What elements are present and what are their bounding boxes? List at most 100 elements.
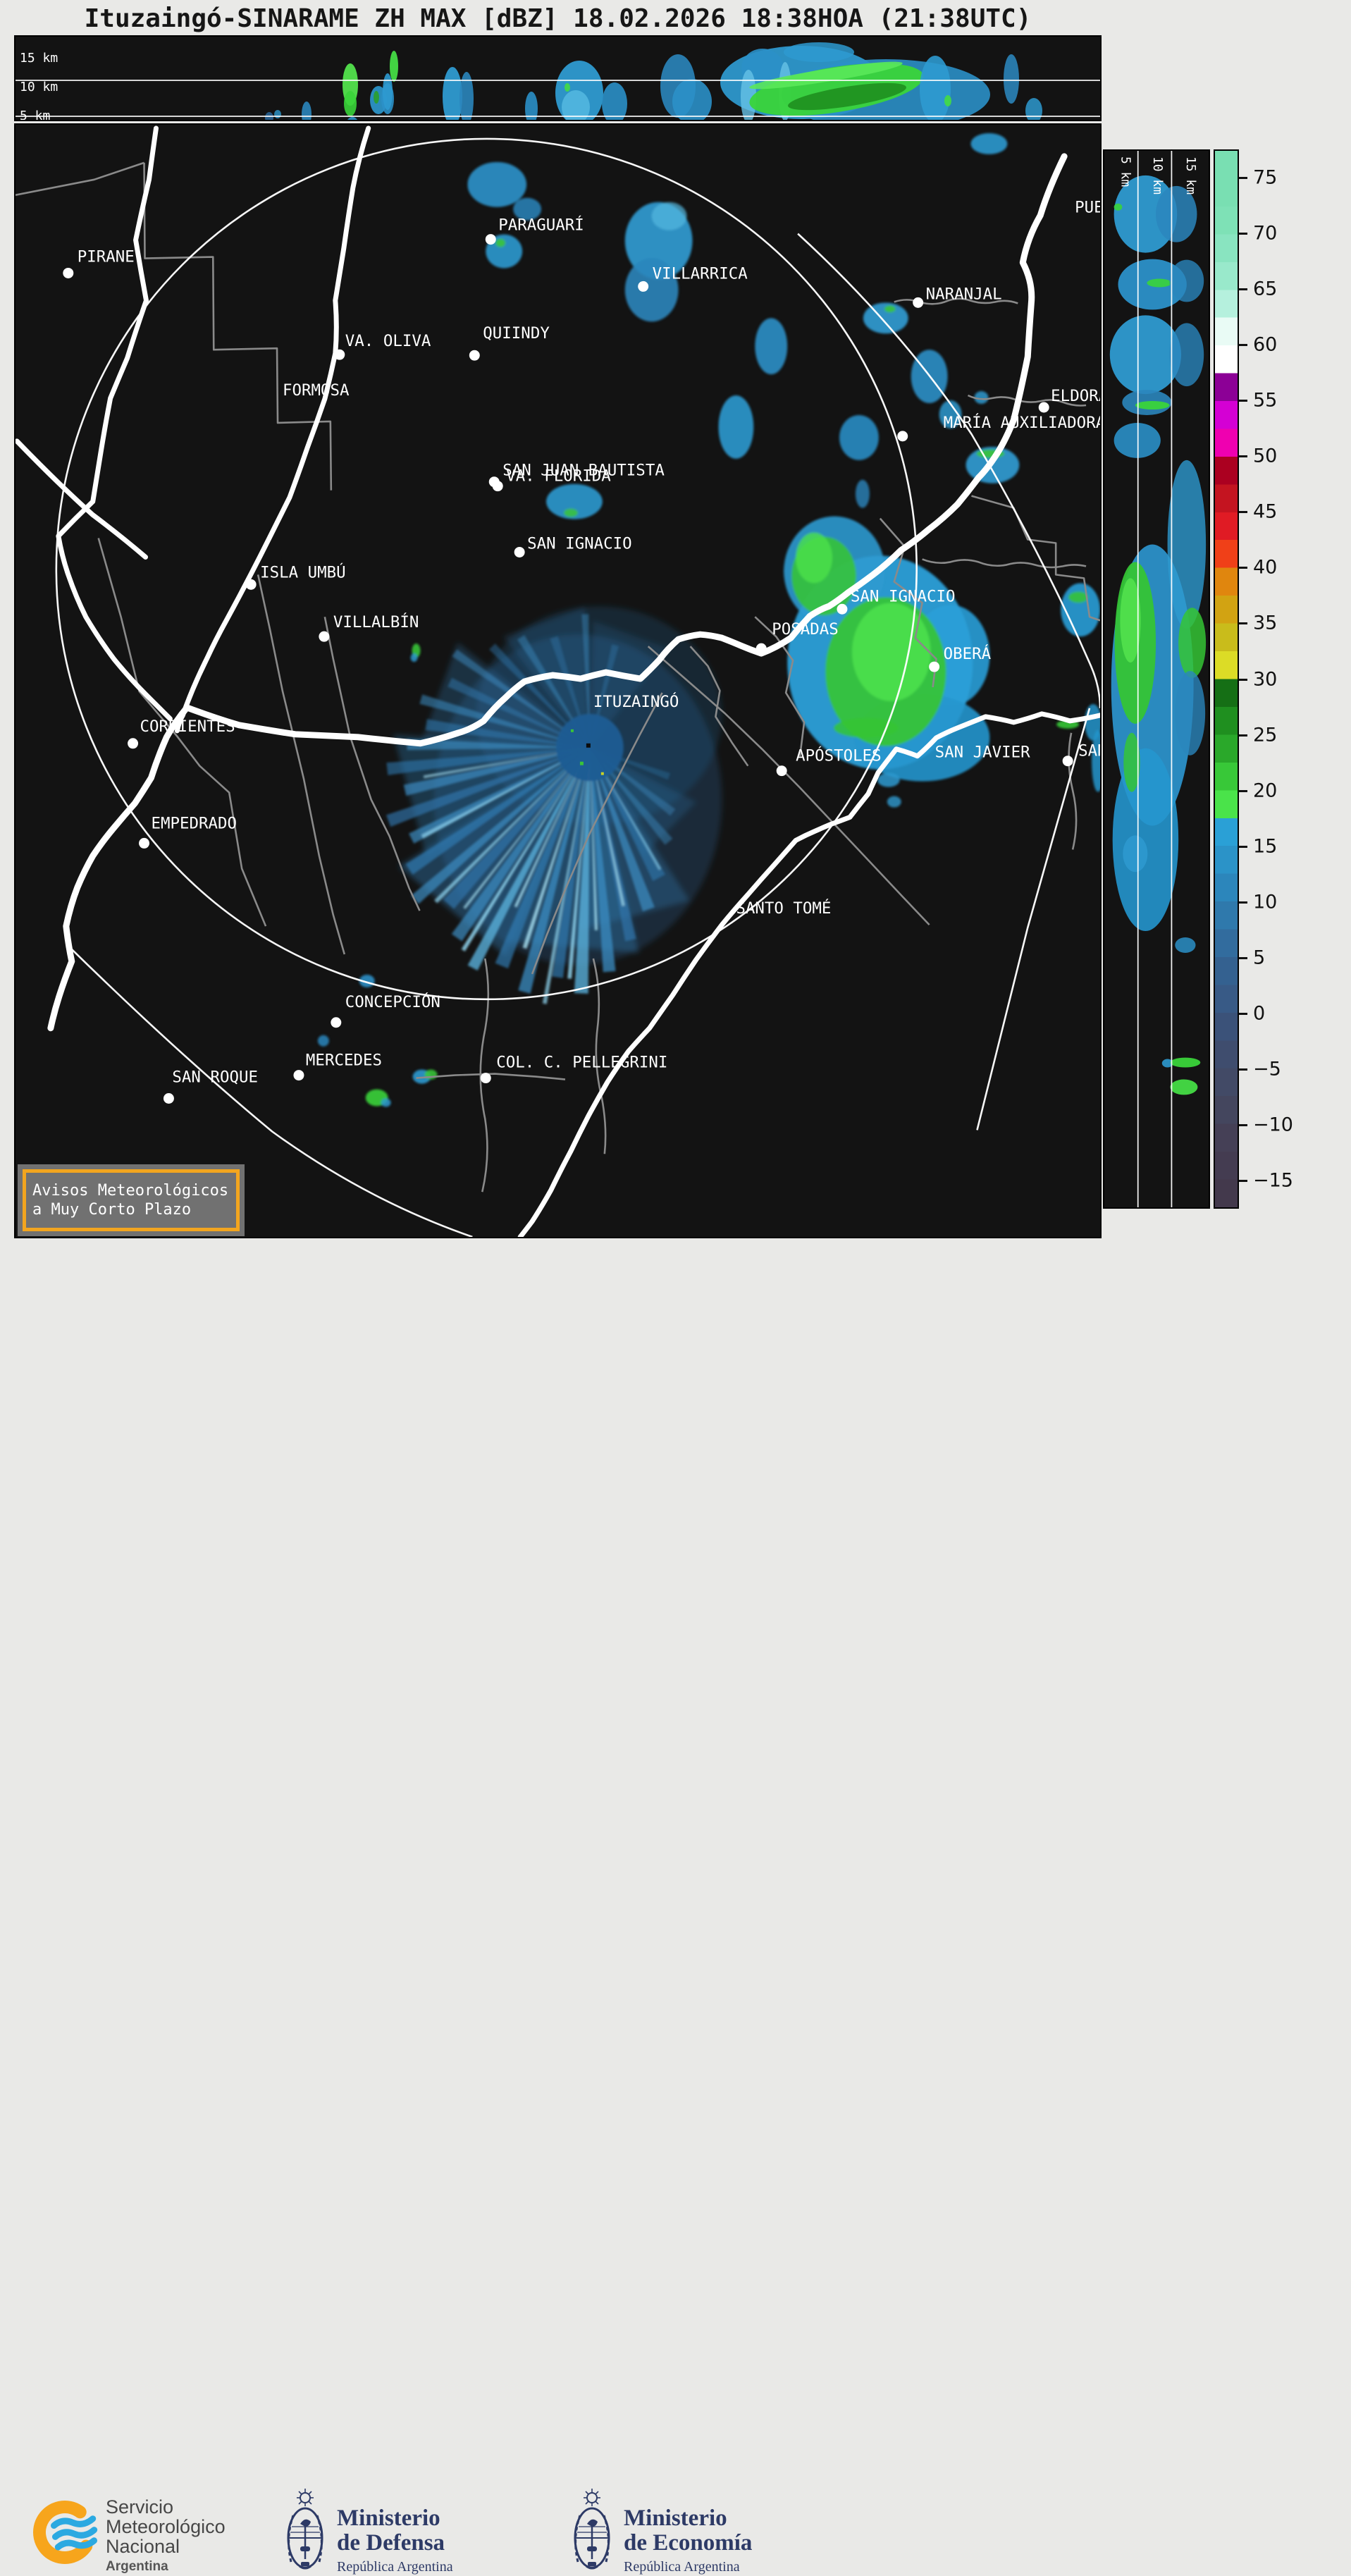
colorbar-tick (1239, 567, 1247, 569)
clutter-streak (589, 747, 625, 906)
colorbar-tick (1239, 789, 1247, 792)
echo-blob (347, 117, 357, 120)
echo-blob (1123, 835, 1148, 873)
city-label: SAN JAVIER (935, 744, 1031, 762)
city-label: APÓSTOLES (796, 746, 882, 765)
clutter-ray (489, 643, 590, 748)
city-label: SAN IGNACIO (527, 534, 632, 553)
city-label: PIRANE (78, 248, 135, 266)
city-label: QUIINDY (483, 324, 550, 343)
river (16, 438, 149, 560)
clutter-ray (518, 747, 590, 994)
city-dot (128, 738, 139, 749)
colorbar-tick (1239, 232, 1247, 235)
right-cross-section-panel: 5 km 10 km 15 km (1103, 149, 1210, 1209)
city-label: VILLARRICA (653, 264, 748, 283)
admin-border (416, 1073, 566, 1080)
smn-line4: Argentina (106, 2559, 168, 2575)
city-dot (755, 643, 767, 654)
colorbar-tick-label: 70 (1253, 222, 1278, 245)
colorbar-tick-label: −15 (1253, 1169, 1293, 1192)
clutter-ray (386, 747, 590, 827)
warnings-info-line1: Avisos Meteorológicos (32, 1181, 229, 1200)
clutter-streak (463, 747, 590, 909)
echo-blob (1169, 259, 1204, 302)
colorbar-tick-label: 65 (1253, 278, 1278, 300)
radar-clutter-rays (386, 614, 676, 1004)
economia-wordmark: Ministerio de Economía República Argenti… (624, 2506, 752, 2575)
city-dot (837, 603, 848, 615)
colorbar-tick (1239, 176, 1247, 179)
economia-coat-of-arms-icon (574, 2487, 610, 2570)
colorbar-tick (1239, 511, 1247, 514)
city-dot (469, 350, 480, 361)
altitude-label: 10 km (20, 80, 58, 94)
colorbar-tick (1239, 678, 1247, 681)
echo-blob (944, 95, 951, 106)
echo-blob (467, 161, 527, 207)
colorbar-tick (1239, 455, 1247, 458)
admin-border (257, 574, 346, 955)
colorbar-tick (1239, 343, 1247, 346)
admin-border (143, 162, 333, 491)
city-label: VILLALBÍN (333, 612, 419, 631)
defensa-coat-of-arms-icon (287, 2487, 323, 2570)
colorbar-tick-label: 5 (1253, 947, 1266, 969)
clutter-ray (452, 649, 590, 748)
colorbar-tick (1239, 901, 1247, 904)
echo-blob (1068, 591, 1089, 603)
clutter-ray (448, 677, 590, 748)
city-label: OBERÁ (944, 643, 992, 663)
river (56, 125, 173, 722)
colorbar-tick-label: −10 (1253, 1114, 1293, 1136)
city-dot (63, 267, 74, 278)
echo-blob (1170, 1079, 1198, 1095)
colorbar-tick-label: 0 (1253, 1002, 1266, 1025)
clutter-streak (589, 747, 662, 870)
city-label: ISLA UMBÚ (260, 562, 346, 581)
colorbar-tick (1239, 1180, 1247, 1183)
echo-blob (755, 318, 788, 375)
echo-blob (1025, 98, 1042, 120)
colorbar-tick-label: 10 (1253, 891, 1278, 913)
city-dot (929, 661, 940, 672)
echo-blob (651, 202, 687, 230)
admin-border (97, 538, 267, 927)
echo-blob (1004, 54, 1019, 104)
echo-blob (749, 61, 903, 90)
city-dot (776, 765, 787, 777)
colorbar-tick-label: 60 (1253, 333, 1278, 356)
clutter-streak (567, 747, 590, 979)
city-label: PUERTO (1075, 199, 1100, 217)
right-cross-section-plot: 5 km 10 km 15 km (1109, 151, 1207, 1207)
echo-blob (1175, 937, 1196, 953)
echo-blob (833, 717, 899, 738)
clutter-wedge (589, 621, 669, 748)
defensa-line3: República Argentina (337, 2558, 453, 2575)
echo-blob (839, 414, 879, 460)
admin-border (647, 646, 930, 926)
echo-blob (1092, 729, 1100, 792)
clutter-fleck (579, 761, 584, 765)
clutter-fleck (600, 772, 604, 775)
admin-border (531, 692, 663, 975)
altitude-label: 10 km (1150, 156, 1164, 195)
echo-blob (884, 305, 896, 313)
city-dot (480, 1073, 491, 1084)
clutter-streak (522, 747, 590, 949)
clutter-wedge (589, 747, 696, 854)
colorbar-tick (1239, 734, 1247, 737)
clutter-ray (407, 739, 590, 751)
colorbar-tick-label: 15 (1253, 835, 1278, 858)
city-label: VA. OLIVA (345, 332, 431, 350)
echo-blob (374, 91, 379, 104)
radar-map: PIRANE VA. OLIVA QUIINDY FORMOSA PARAGUARÍ VI… (16, 125, 1100, 1237)
echo-blob (1114, 422, 1161, 458)
warnings-info-box: Avisos Meteorológicos a Muy Corto Plazo (18, 1164, 245, 1236)
warnings-info-box-border: Avisos Meteorológicos a Muy Corto Plazo (23, 1169, 240, 1231)
clutter-ray (552, 747, 590, 978)
echo-blob (796, 532, 832, 584)
echo-blob (381, 1098, 391, 1107)
clutter-ray (589, 747, 636, 942)
echo-blob (495, 238, 506, 247)
